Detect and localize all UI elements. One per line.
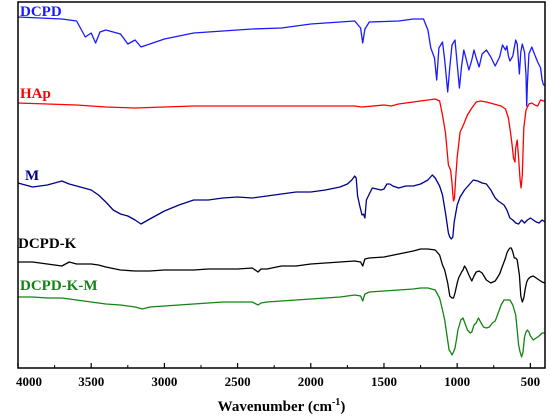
plot-lines (17, 16, 546, 358)
x-axis-title: Wavenumber (cm-1) (218, 397, 346, 415)
series-label-m: M (25, 168, 39, 184)
x-tick-label: 1500 (371, 374, 397, 389)
series-line-dcpd-k-m (18, 287, 545, 358)
x-axis-title-close: ) (340, 399, 345, 415)
series-line-dcpd-k (18, 247, 546, 303)
series-label-dcpd: DCPD (20, 4, 62, 20)
x-axis-title-main: Wavenumber (cm (218, 399, 333, 415)
plot-frame (17, 1, 546, 369)
x-tick-label: 3000 (151, 374, 177, 389)
series-label-dcpd-k: DCPD-K (18, 236, 77, 252)
x-tick-label: 3500 (78, 374, 104, 389)
x-tick-label: 1000 (444, 374, 470, 389)
x-tick-label: 500 (521, 374, 541, 389)
series-line-dcpd (17, 16, 545, 107)
x-tick-label: 4000 (16, 374, 42, 389)
x-tick-label: 2500 (225, 374, 251, 389)
series-label-hap: HAp (20, 86, 51, 102)
series-line-m (17, 174, 546, 240)
series-line-hap (17, 98, 545, 202)
series-labels: DCPD HAp M DCPD-K DCPD-K-M (18, 4, 97, 294)
x-axis-ticks: 4000 3500 3000 2500 2000 1500 1000 500 (16, 363, 540, 389)
x-tick-label: 2000 (298, 374, 324, 389)
series-label-dcpd-k-m: DCPD-K-M (20, 278, 97, 294)
x-axis-title-superscript: -1 (332, 397, 340, 408)
